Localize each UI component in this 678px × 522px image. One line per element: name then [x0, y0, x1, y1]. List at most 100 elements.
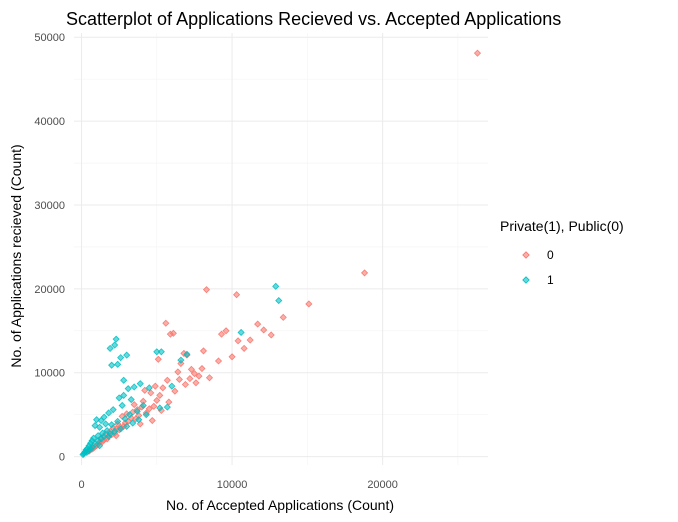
data-point: [163, 376, 171, 384]
data-point: [205, 374, 214, 382]
data-point: [118, 401, 126, 410]
data-point: [123, 422, 131, 430]
data-point: [237, 328, 245, 337]
y-tick-label: 20000: [34, 284, 65, 296]
data-point: [150, 402, 158, 410]
data-point: [233, 291, 241, 299]
data-point: [142, 411, 150, 419]
data-point: [181, 380, 189, 389]
data-point: [228, 353, 236, 361]
data-point: [112, 335, 120, 343]
data-point: [175, 375, 183, 384]
grid: [74, 33, 488, 465]
data-point: [105, 432, 113, 441]
data-point: [120, 391, 128, 399]
data-point: [260, 326, 268, 334]
data-point: [130, 383, 138, 391]
data-point: [109, 406, 117, 414]
data-point: [156, 404, 164, 412]
data-point: [114, 417, 122, 425]
x-axis-title: No. of Accepted Applications (Count): [166, 497, 394, 513]
data-point: [168, 382, 176, 390]
data-point: [267, 331, 275, 339]
data-point: [111, 341, 119, 349]
data-point: [174, 368, 182, 376]
data-point: [117, 354, 125, 362]
data-point: [126, 411, 134, 419]
data-point: [186, 375, 194, 383]
data-point: [279, 313, 287, 321]
data-point: [360, 269, 369, 277]
y-tick-label: 40000: [34, 116, 65, 128]
data-point: [135, 416, 143, 424]
y-tick-label: 0: [59, 452, 65, 464]
data-point: [127, 396, 135, 404]
data-point: [151, 382, 159, 390]
data-point: [117, 425, 125, 433]
data-point: [86, 445, 95, 453]
data-point: [473, 49, 482, 57]
y-axis-title: No. of Applications recieved (Count): [8, 144, 24, 367]
data-point: [136, 380, 144, 388]
data-point: [129, 419, 137, 427]
data-point: [141, 386, 149, 394]
series-0: [85, 49, 482, 455]
data-point: [153, 396, 161, 404]
data-point: [305, 300, 313, 308]
data-point: [272, 282, 280, 290]
data-point: [234, 337, 242, 345]
data-point: [105, 409, 113, 417]
data-point: [102, 420, 110, 428]
data-point: [183, 350, 191, 358]
y-axis-ticks: 0 10000 20000 30000 40000 50000: [34, 32, 65, 463]
data-point: [108, 361, 116, 369]
y-tick-label: 50000: [34, 32, 65, 44]
series-1: [79, 282, 283, 459]
x-tick-label: 10000: [217, 479, 248, 491]
data-point: [148, 416, 156, 425]
data-point: [139, 401, 147, 410]
data-point: [93, 416, 101, 424]
data-point: [114, 360, 122, 368]
y-tick-label: 30000: [34, 200, 65, 212]
legend: Private(1), Public(0) 0 1: [500, 218, 624, 287]
data-point: [83, 448, 91, 456]
data-point: [130, 401, 138, 409]
data-point: [121, 415, 129, 423]
data-point: [202, 286, 211, 294]
data-point: [177, 356, 185, 364]
data-point: [246, 336, 254, 344]
data-point: [163, 403, 171, 411]
data-point: [187, 365, 195, 373]
data-point: [96, 423, 104, 431]
data-point: [198, 364, 206, 373]
data-point: [192, 379, 200, 387]
data-point: [199, 347, 208, 355]
data-points: [79, 49, 482, 459]
data-point: [222, 327, 230, 335]
legend-label-0: 0: [547, 248, 554, 262]
data-point: [217, 330, 226, 338]
data-point: [123, 351, 131, 359]
data-point: [108, 421, 116, 429]
data-point: [159, 384, 167, 392]
x-axis-ticks: 0 10000 20000: [78, 479, 397, 491]
data-point: [145, 384, 153, 392]
data-point: [156, 391, 164, 399]
x-tick-label: 20000: [367, 479, 398, 491]
legend-label-1: 1: [547, 273, 554, 287]
data-point: [115, 394, 123, 402]
data-point: [154, 355, 162, 363]
data-point: [133, 407, 141, 415]
legend-key-0: [522, 251, 530, 259]
data-point: [120, 376, 128, 384]
data-point: [275, 297, 283, 305]
data-point: [106, 344, 114, 352]
data-point: [96, 442, 104, 450]
data-point: [190, 370, 199, 378]
legend-title: Private(1), Public(0): [500, 218, 624, 234]
y-tick-label: 10000: [34, 368, 65, 380]
x-tick-label: 0: [78, 479, 84, 491]
data-point: [195, 372, 203, 380]
